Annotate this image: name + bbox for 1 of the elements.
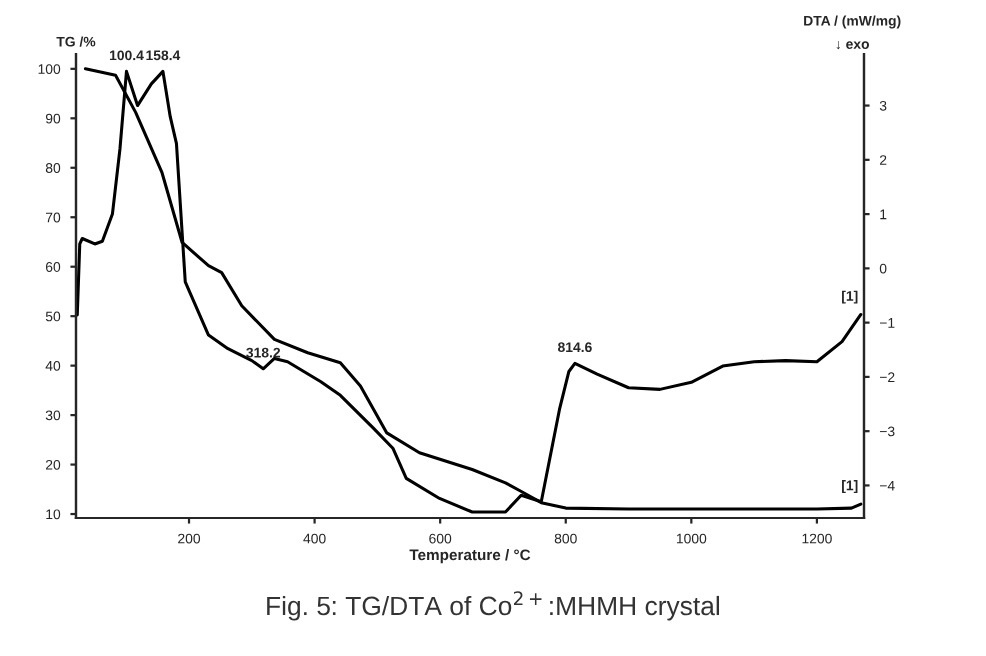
text: Fig. 5: TG/DTA of Co$^{2+}$:MHMH crystal	[267, 591, 719, 621]
